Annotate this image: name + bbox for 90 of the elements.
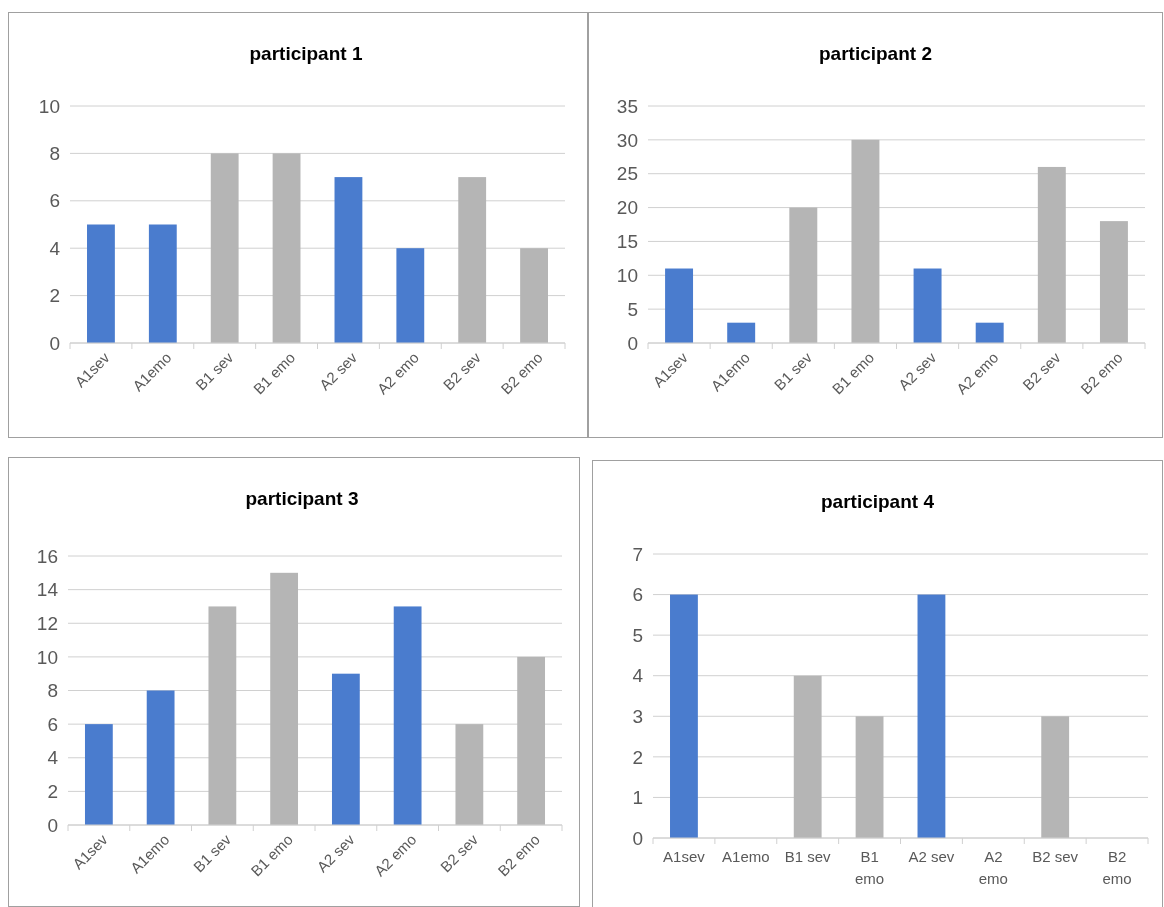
x-tick-label: A1sev [663,848,706,865]
bar [670,594,698,838]
bar [148,224,177,343]
x-tick-label: A2 emo [978,848,1008,887]
y-tick-label: 2 [49,285,60,307]
y-tick-label: 3 [632,705,643,727]
bar [1037,166,1066,343]
y-tick-label: 5 [632,624,643,646]
bar [1099,221,1128,343]
x-tick-label: B1 emo [828,348,878,398]
x-tick-label: B2 sev [1032,848,1079,865]
y-tick-label: 4 [47,747,59,769]
bar [517,656,546,825]
x-tick-label: A2 emo [370,830,420,880]
y-tick-label: 16 [36,545,58,567]
y-tick-label: 0 [627,332,638,354]
bar [1041,716,1070,838]
bar [789,207,818,343]
y-tick-label: 6 [49,190,60,212]
y-tick-label: 2 [47,781,58,803]
x-tick-label: A2 sev [313,830,359,876]
x-tick-label: A2 emo [373,348,423,398]
x-tick-label: A1emo [722,848,770,865]
chart-title: participant 2 [819,43,932,64]
bar [146,690,175,825]
x-tick-label: B2 emo [494,830,543,880]
y-tick-label: 15 [616,231,638,253]
x-tick-label: B1 sev [770,348,816,394]
y-tick-label: 7 [632,543,643,565]
bar [210,153,239,343]
x-tick-label: B2 sev [439,348,485,394]
bar [520,248,548,343]
bar [393,606,422,825]
y-tick-label: 10 [616,264,638,286]
bar [913,268,942,343]
x-tick-label: B1 emo [854,848,885,887]
x-tick-label: B1 sev [192,348,237,394]
y-tick-label: 8 [49,143,60,165]
y-tick-label: 20 [616,197,638,219]
bar [851,139,880,343]
y-tick-label: 10 [36,646,58,668]
chart-title: participant 3 [245,488,359,509]
x-tick-label: B2 emo [1102,848,1132,887]
y-tick-label: 6 [47,713,58,735]
x-tick-label: B2 emo [497,348,546,398]
y-tick-label: 30 [616,129,638,151]
y-tick-label: 1 [632,787,643,809]
y-tick-label: 0 [632,827,643,849]
y-tick-label: 14 [36,579,59,601]
x-tick-label: A2 sev [315,348,361,394]
y-tick-label: 25 [616,163,638,185]
y-tick-label: 0 [47,814,58,836]
bar [727,322,756,343]
bar [208,606,237,825]
y-tick-label: 6 [632,584,643,606]
x-tick-label: B2 sev [436,830,482,876]
bar [855,716,884,838]
bar [975,322,1004,343]
x-tick-label: B1 emo [247,830,296,880]
bar [396,248,425,343]
y-tick-label: 0 [49,332,60,354]
x-tick-label: A2 emo [952,348,1002,398]
bar [917,594,946,838]
bar [334,177,363,343]
bar [331,673,360,825]
bar [272,153,301,343]
x-tick-label: B2 sev [1019,348,1064,394]
y-tick-label: 35 [616,95,638,117]
bar [270,572,299,825]
bar [84,724,113,825]
bar [455,724,484,825]
chart-title: participant 4 [821,491,935,512]
y-tick-label: 4 [49,237,61,259]
y-tick-label: 2 [632,746,643,768]
y-tick-label: 10 [38,95,60,117]
x-tick-label: B1 sev [784,848,832,865]
bar [87,224,115,343]
bar [665,268,694,343]
y-tick-label: 8 [47,680,58,702]
x-tick-label: A2 sev [908,848,955,865]
bar [458,177,487,343]
y-tick-label: 5 [627,298,638,320]
y-tick-label: 12 [36,612,58,634]
x-tick-label: A2 sev [894,348,940,394]
bar [793,675,822,838]
y-tick-label: 4 [632,665,644,687]
x-tick-label: B1 sev [189,830,235,876]
x-tick-label: B1 emo [249,348,299,398]
chart-title: participant 1 [249,43,363,64]
x-tick-label: B2 emo [1077,348,1126,398]
